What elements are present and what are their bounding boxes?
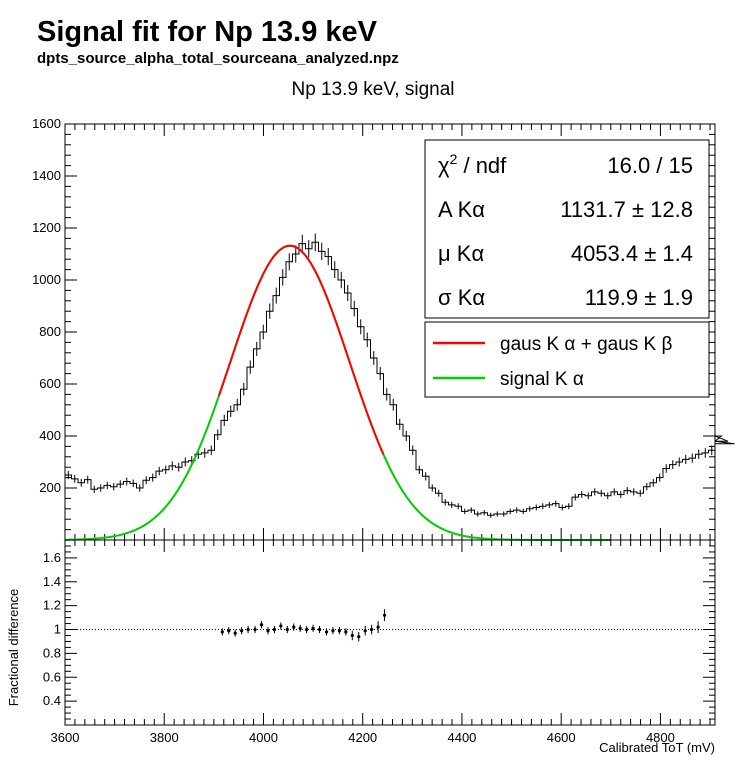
residual-point [350,633,354,638]
residual-point [357,635,361,639]
residual-point [376,625,380,629]
x-tick-label: 4800 [646,730,675,745]
x-tick-label: 4000 [249,730,278,745]
residual-point [337,629,341,633]
y-axis-label: Fractional difference [6,589,21,707]
stats-value: 1131.7 ± 12.8 [560,197,693,222]
stats-frame [424,139,710,319]
stats-label: μ Kα [438,241,484,266]
legend-frame [424,321,710,398]
residual-point [233,631,237,635]
fit-curve [217,244,385,456]
figure-subtitle: dpts_source_alpha_total_sourceana_analyz… [37,50,399,67]
residual-point [305,627,309,632]
y-tick-label: 1.6 [43,550,61,565]
y-tick-label: 1.4 [43,574,61,589]
stats-box: χ2 / ndf 16.0 / 15 A Kα 1131.7 ± 12.8 μ Kα 40… [424,139,710,319]
residual-point [266,629,270,633]
y-tick-label: 400 [39,428,61,443]
stats-label: A Kα [438,197,485,222]
y-tick-label: 0.6 [43,669,61,684]
y-tick-label: 1600 [32,116,61,131]
residual-point [311,626,315,630]
legend: gaus K α + gaus K β signal K α [424,321,710,398]
residual-point [227,629,231,633]
residual-point [259,623,264,627]
y-tick-label: 0.4 [43,693,61,708]
residual-point [331,629,335,633]
residual-point [292,625,296,629]
residual-point [298,626,302,630]
y-tick-label: 600 [39,376,61,391]
legend-label: signal K α [500,369,584,390]
stats-label: σ Kα [438,285,485,310]
y-tick-label: 1000 [32,272,61,287]
x-tick-label: 3800 [150,730,179,745]
stats-value: 4053.4 ± 1.4 [571,241,693,266]
y-tick-label: 1200 [32,220,61,235]
legend-label: gaus K α + gaus K β [500,334,673,355]
bottom-panel: 0.4 0.6 0.8 1 1.2 1.4 1.6 3600 3800 4000 4200 4400 4… [6,539,716,755]
residual-point [344,630,348,634]
stats-value: 16.0 / 15 [607,153,693,178]
residual-point [363,629,367,633]
residual-point [382,613,387,617]
residual-point [324,630,329,634]
residual-point [370,627,374,632]
x-tick-label: 4400 [447,730,476,745]
top-panel: 200 400 600 800 1000 1200 1400 1600 [32,116,735,541]
y-tick-label: 200 [39,480,61,495]
x-tick-label: 3600 [51,730,80,745]
stats-value: 119.9 ± 1.9 [585,285,693,310]
y-tick-label: 1.2 [43,598,61,613]
residual-point [253,627,257,632]
x-tick-label: 4600 [547,730,576,745]
residual-point [272,627,276,632]
y-tick-label: 1400 [32,168,61,183]
y-tick-label: 0.8 [43,645,61,660]
residual-point [220,630,224,634]
stats-label: χ2 / ndf [438,151,507,178]
y-tick-label: 1 [54,622,61,637]
y-tick-label: 800 [39,324,61,339]
residual-point [240,629,244,633]
residual-point [246,627,250,632]
plot-title: Np 13.9 keV, signal [291,79,455,100]
residual-point [285,627,289,632]
residual-point [317,627,322,632]
residual-point [279,624,283,628]
figure-title: Signal fit for Np 13.9 keV [37,16,378,48]
x-tick-label: 4200 [348,730,377,745]
bottom-frame [64,539,716,726]
x-axis-label: Calibrated ToT (mV) [599,740,715,755]
